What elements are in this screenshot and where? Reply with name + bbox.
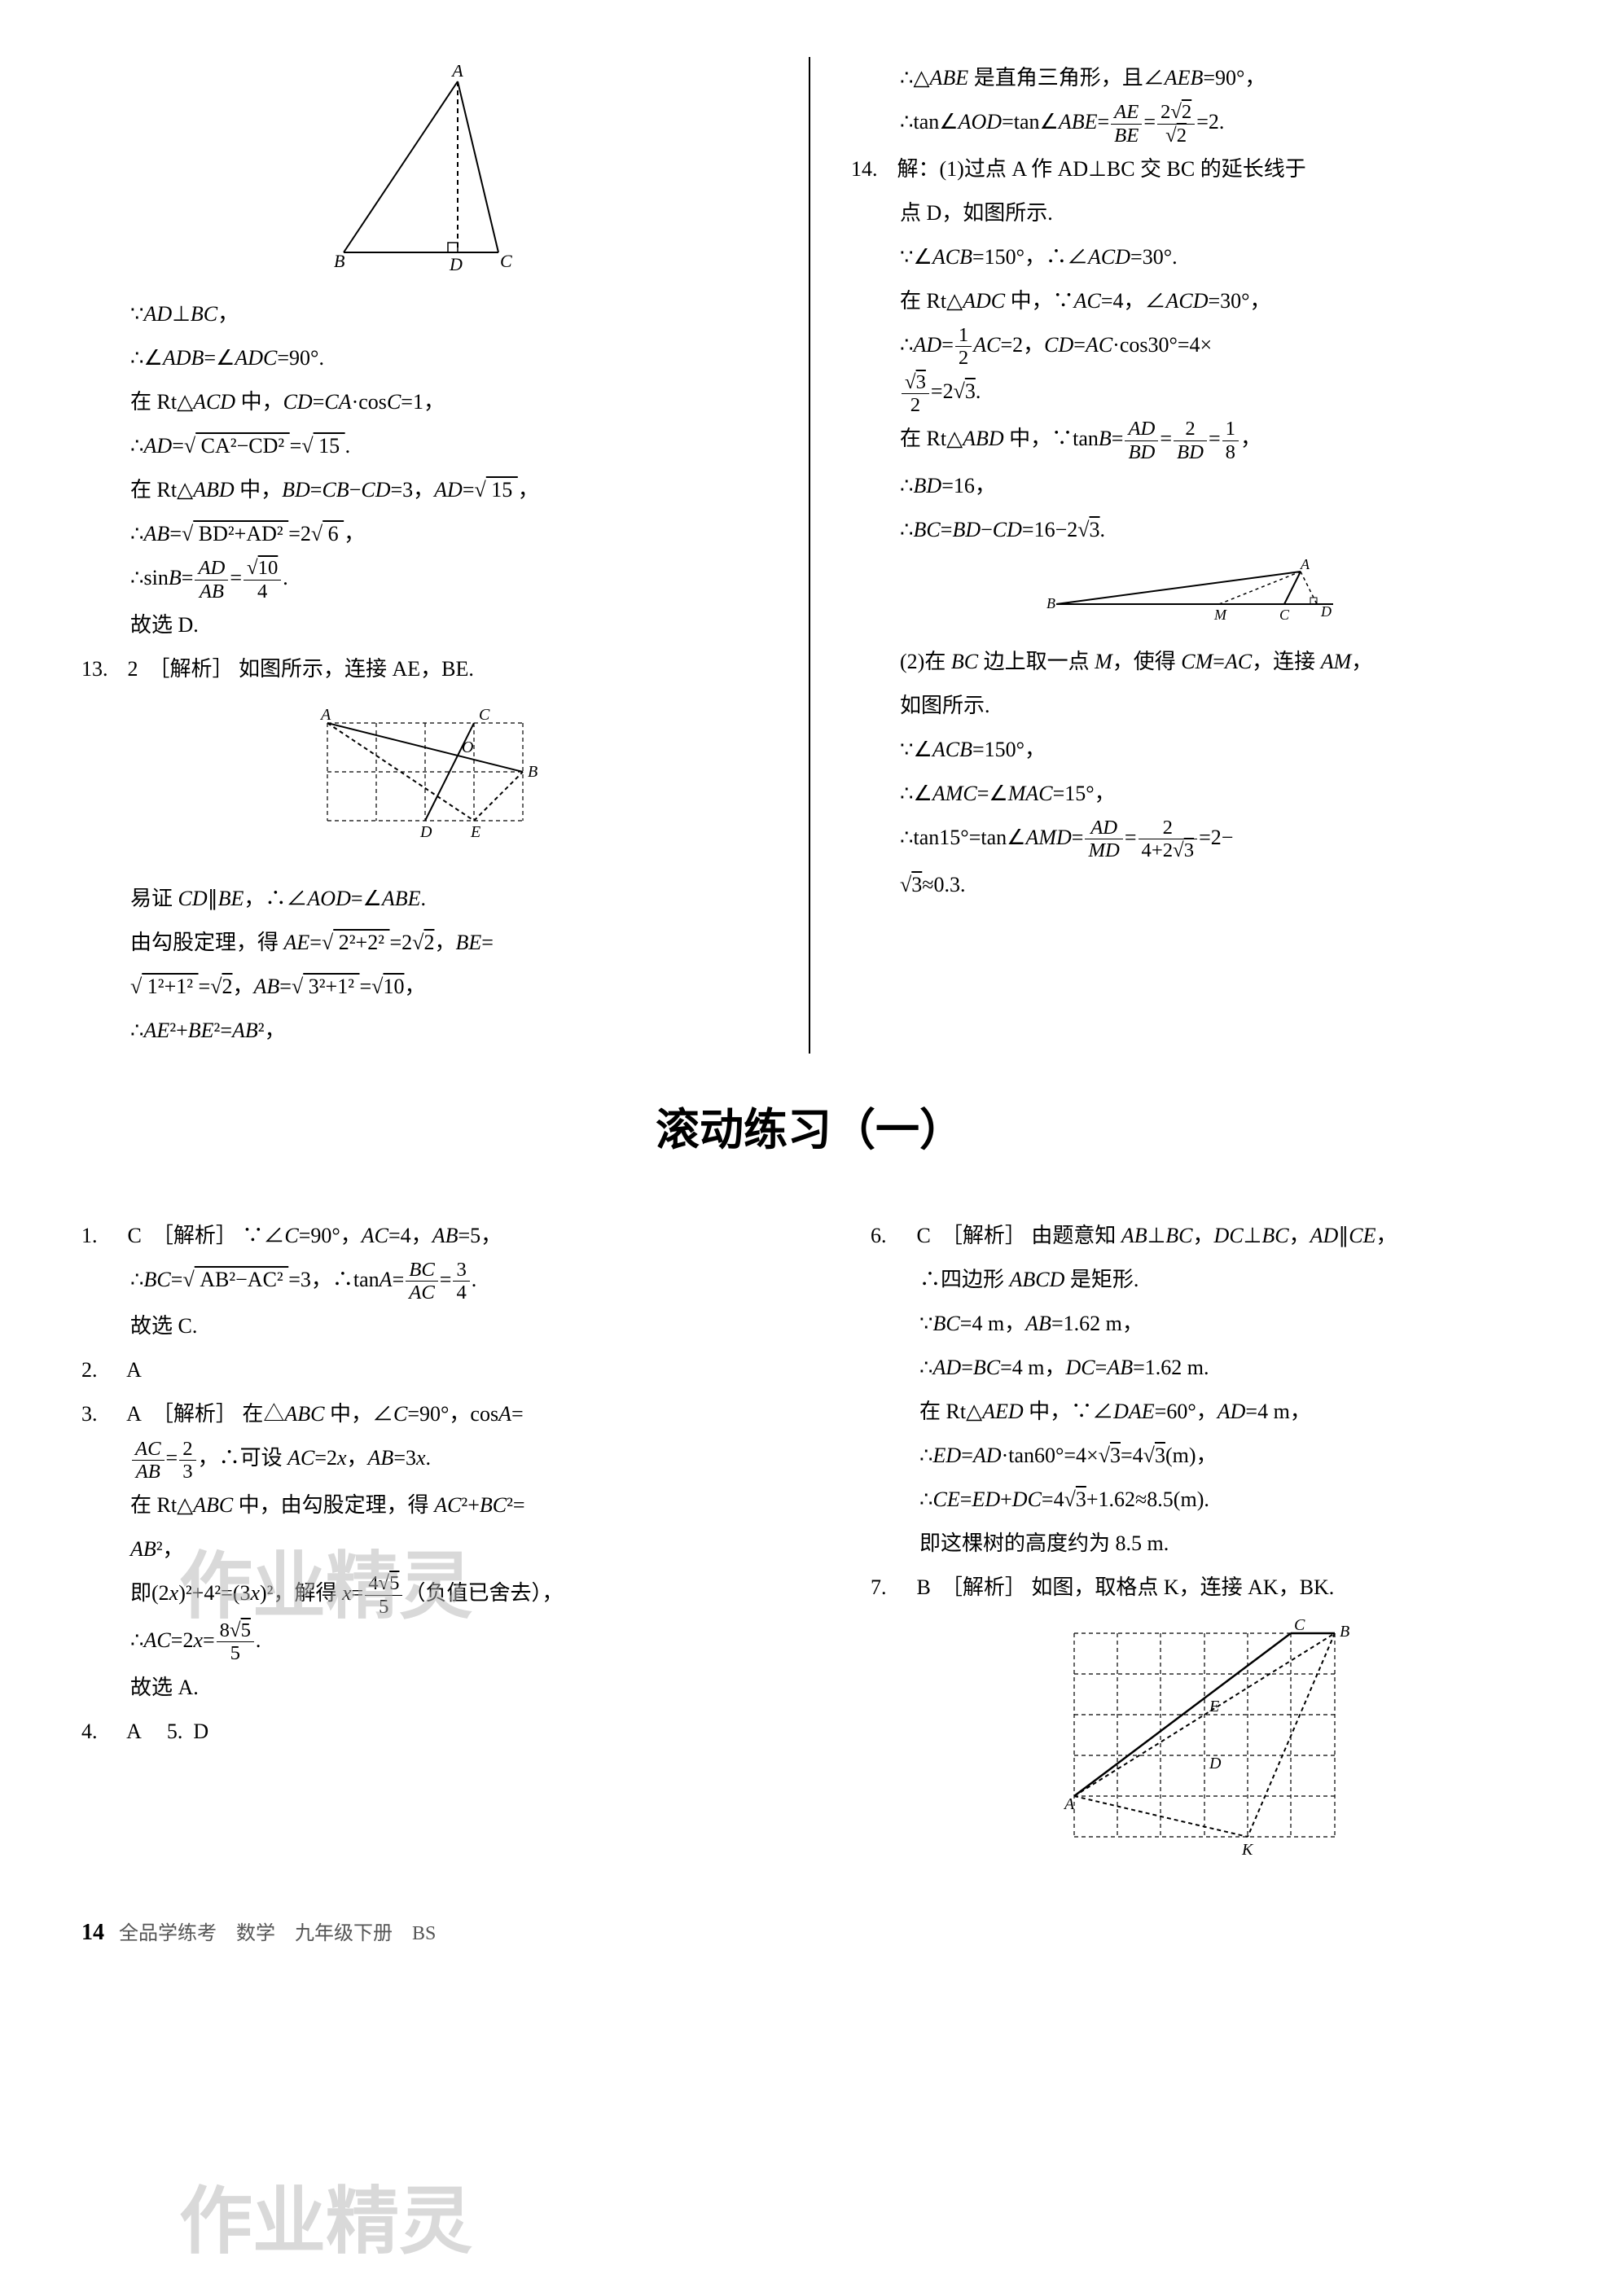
svg-text:K: K	[1241, 1841, 1254, 1859]
text-line: ∴BC= AB²−AC² =3，∴tanA=BCAC=34.	[81, 1259, 748, 1304]
svg-text:D: D	[449, 254, 463, 274]
page-footer: 14 全品学练考 数学 九年级下册 BS	[81, 1910, 1538, 1956]
text-line: ∵AD⊥BC，	[81, 293, 768, 335]
text-line: ∴ED=AD·tan60°=4×3=43(m)，	[871, 1435, 1538, 1477]
figure-grid-4: A B C D E K	[871, 1617, 1538, 1878]
item-14: 14. 解：(1)过点 A 作 AD⊥BC 交 BC 的延长线于	[851, 148, 1538, 191]
bottom-left-col: 1. C ［解析］ ∵∠C=90°，AC=4，AB=5， ∴BC= AB²−AC…	[81, 1215, 748, 1886]
text-line: ∴CE=ED+DC=43+1.62≈8.5(m).	[871, 1479, 1538, 1521]
text-line: ∵∠ACB=150°，∴∠ACD=30°.	[851, 236, 1538, 278]
svg-text:B: B	[528, 763, 537, 781]
text-line: (2)在 BC 边上取一点 M，使得 CM=AC，连接 AM，	[851, 641, 1538, 683]
item-7: 7. B ［解析］ 如图，取格点 K，连接 AK，BK.	[871, 1566, 1538, 1609]
svg-text:B: B	[1046, 595, 1055, 611]
text-line: 故选 C.	[81, 1305, 748, 1347]
svg-text:A: A	[450, 65, 463, 81]
item-1: 1. C ［解析］ ∵∠C=90°，AC=4，AB=5，	[81, 1215, 748, 1257]
svg-text:A: A	[1300, 559, 1310, 572]
svg-text:C: C	[500, 251, 512, 271]
text-line: ∴AB= BD²+AD² =2 6 ，	[81, 513, 768, 555]
text-line: 在 Rt△AED 中，∵∠DAE=60°，AD=4 m，	[871, 1391, 1538, 1433]
column-gap	[789, 1215, 830, 1886]
text-line: 在 Rt△ADC 中，∵AC=4，∠ACD=30°，	[851, 280, 1538, 322]
text-line: 3≈0.3.	[851, 864, 1538, 906]
item-3: 3. A ［解析］ 在△ABC 中，∠C=90°，cosA=	[81, 1393, 748, 1435]
text-line: 故选 A.	[81, 1667, 748, 1709]
text-line: AB²，	[81, 1528, 748, 1571]
item-number: 14.	[851, 148, 892, 191]
text-line: ∵BC=4 m，AB=1.62 m，	[871, 1303, 1538, 1345]
text-line: ∴∠AMC=∠MAC=15°，	[851, 773, 1538, 815]
text-line: ∴tan15°=tan∠AMD=ADMD=24+23=2−	[851, 817, 1538, 862]
page-number: 14	[81, 1920, 104, 1945]
analysis-label: ［解析］	[149, 657, 234, 681]
svg-text:C: C	[1279, 607, 1290, 623]
item-13: 13. 2 ［解析］ 如图所示，连接 AE，BE.	[81, 648, 768, 690]
figure-triangle-3: B A M C D	[851, 559, 1538, 624]
watermark-2: 作业精灵	[179, 2149, 472, 2296]
svg-text:O: O	[462, 738, 473, 756]
item-text: 如图所示，连接 AE，BE.	[239, 657, 474, 681]
bottom-right-col: 6. C ［解析］ 由题意知 AB⊥BC，DC⊥BC，AD∥CE， ∴四边形 A…	[871, 1215, 1538, 1886]
top-right-col: ∴△ABE 是直角三角形，且∠AEB=90°， ∴tan∠AOD=tan∠ABE…	[851, 57, 1538, 1054]
text-line: 易证 CD∥BE，∴∠AOD=∠ABE.	[81, 878, 768, 920]
svg-text:E: E	[470, 823, 480, 841]
footer-text: 全品学练考 数学 九年级下册 BS	[119, 1923, 436, 1944]
top-left-col: A B D C ∵AD⊥BC， ∴∠ADB=∠ADC=90°. 在 Rt△ACD…	[81, 57, 768, 1054]
text-line: ∵∠ACB=150°，	[851, 729, 1538, 771]
text-line: 故选 D.	[81, 604, 768, 646]
text-line: ∴BC=BD−CD=16−23.	[851, 509, 1538, 551]
svg-text:B: B	[1340, 1623, 1349, 1641]
svg-text:D: D	[1209, 1755, 1222, 1772]
text-line: 即(2x)²+4²=(3x)²，解得 x=455（负值已舍去），	[81, 1572, 748, 1618]
svg-text:C: C	[479, 706, 490, 724]
item-number: 13.	[81, 648, 122, 690]
text-line: ∴AE²+BE²=AB²，	[81, 1010, 768, 1052]
svg-text:D: D	[1320, 603, 1332, 620]
item-answer: 2	[128, 657, 138, 681]
svg-text:E: E	[1209, 1698, 1219, 1715]
text-line: ∴AD=BC=4 m，DC=AB=1.62 m.	[871, 1347, 1538, 1389]
svg-text:A: A	[1063, 1795, 1075, 1813]
svg-text:D: D	[419, 823, 432, 841]
item-6: 6. C ［解析］ 由题意知 AB⊥BC，DC⊥BC，AD∥CE，	[871, 1215, 1538, 1257]
text-line: ∴AC=2x=855.	[81, 1619, 748, 1665]
svg-text:B: B	[334, 251, 344, 271]
figure-grid-2: A C B D E O	[81, 699, 768, 861]
text-line: 点 D，如图所示.	[851, 192, 1538, 234]
text-line: 在 Rt△ABD 中，∵tanB=ADBD=2BD=18，	[851, 418, 1538, 463]
bottom-two-col: 1. C ［解析］ ∵∠C=90°，AC=4，AB=5， ∴BC= AB²−AC…	[81, 1215, 1538, 1886]
section-title: 滚动练习（一）	[81, 1086, 1538, 1174]
text-line: 1²+1² =2，AB= 3²+1² =10，	[81, 966, 768, 1008]
item-4-5: 4. A 5. D	[81, 1711, 748, 1753]
svg-text:M: M	[1213, 607, 1227, 623]
item-text: 解：(1)过点 A 作 AD⊥BC 交 BC 的延长线于	[897, 157, 1306, 181]
text-line: ∴AD= CA²−CD² = 15 .	[81, 425, 768, 467]
text-line: 如图所示.	[851, 685, 1538, 727]
text-line: 32=23.	[851, 370, 1538, 416]
text-line: ∴四边形 ABCD 是矩形.	[871, 1259, 1538, 1301]
text-line: ∴sinB=ADAB=104.	[81, 557, 768, 602]
text-line: ∴AD=12AC=2，CD=AC·cos30°=4×	[851, 324, 1538, 370]
svg-text:A: A	[319, 706, 331, 724]
top-two-col: A B D C ∵AD⊥BC， ∴∠ADB=∠ADC=90°. 在 Rt△ACD…	[81, 57, 1538, 1054]
text-line: ∴tan∠AOD=tan∠ABE=AEBE=222=2.	[851, 101, 1538, 147]
text-line: 即这棵树的高度约为 8.5 m.	[871, 1523, 1538, 1565]
text-line: ACAB=23，∴可设 AC=2x，AB=3x.	[81, 1437, 748, 1483]
text-line: ∴BD=16，	[851, 465, 1538, 507]
figure-triangle-1: A B D C	[81, 65, 768, 277]
text-line: 在 Rt△ABC 中，由勾股定理，得 AC²+BC²=	[81, 1484, 748, 1527]
text-line: 在 Rt△ACD 中，CD=CA·cosC=1，	[81, 381, 768, 423]
column-divider	[809, 57, 810, 1054]
svg-text:C: C	[1294, 1617, 1305, 1634]
text-line: 在 Rt△ABD 中，BD=CB−CD=3，AD= 15 ，	[81, 469, 768, 511]
text-line: ∴∠ADB=∠ADC=90°.	[81, 337, 768, 379]
text-line: 由勾股定理，得 AE= 2²+2² =22，BE=	[81, 922, 768, 964]
text-line: ∴△ABE 是直角三角形，且∠AEB=90°，	[851, 57, 1538, 99]
item-2: 2. A	[81, 1349, 748, 1391]
